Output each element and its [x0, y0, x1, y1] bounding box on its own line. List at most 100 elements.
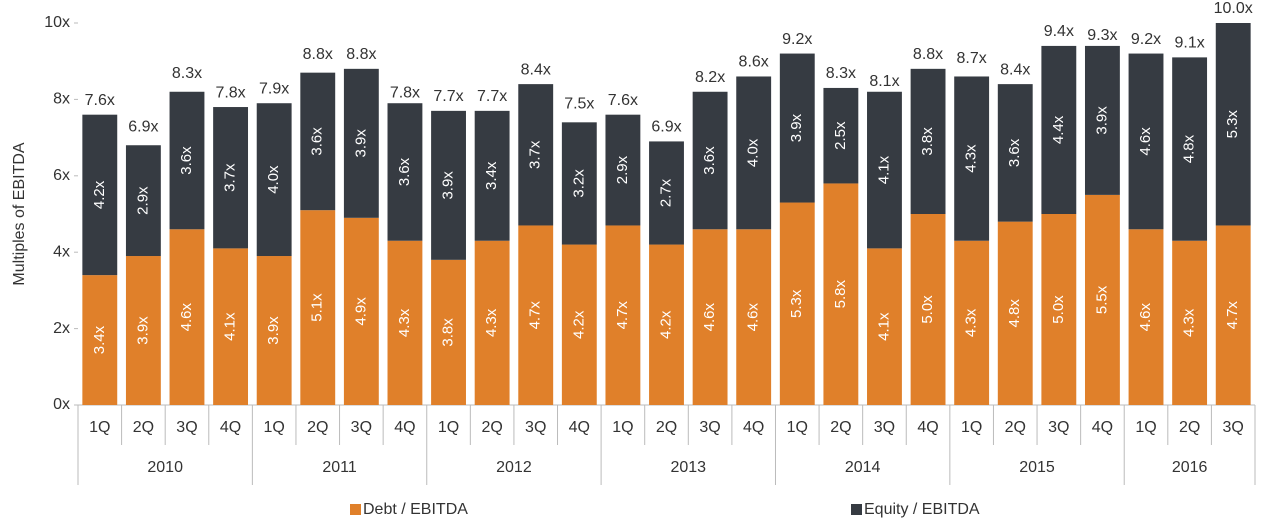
value-label: 4.2x: [91, 180, 108, 209]
total-label: 8.4x: [1000, 61, 1030, 78]
x-tick-label: 3Q: [699, 419, 720, 436]
total-label: 9.2x: [1131, 31, 1161, 48]
total-label: 10.0x: [1214, 0, 1253, 17]
x-tick-label: 3Q: [351, 419, 372, 436]
value-label: 3.8x: [919, 127, 936, 156]
bar-segment: [169, 229, 205, 405]
total-label: 8.7x: [957, 50, 987, 67]
bar-segment: [300, 72, 336, 211]
bar-segment: [605, 225, 641, 405]
value-label: 4.3x: [396, 308, 413, 337]
bar-segment: [954, 240, 990, 405]
value-label: 4.8x: [1181, 134, 1198, 163]
bar-segment: [910, 68, 946, 214]
value-label: 3.4x: [483, 161, 500, 190]
legend-swatch: [851, 504, 862, 515]
x-tick-label: 1Q: [787, 419, 808, 436]
x-tick-label: 3Q: [1048, 419, 1069, 436]
value-label: 4.6x: [1137, 127, 1154, 156]
y-tick-label: 4x: [53, 243, 70, 260]
bar-segment: [779, 202, 815, 405]
total-label: 8.8x: [303, 46, 333, 63]
total-label: 7.6x: [608, 92, 638, 109]
bar-segment: [649, 141, 684, 245]
bar-segment: [169, 91, 205, 230]
x-tick-label: 1Q: [89, 419, 110, 436]
x-tick-label: 4Q: [394, 419, 415, 436]
total-label: 9.4x: [1044, 23, 1074, 40]
bar-segment: [954, 76, 990, 241]
bar-segment: [649, 244, 684, 405]
value-label: 4.7x: [614, 301, 631, 330]
bar-segment: [1215, 225, 1251, 405]
bar-segment: [213, 248, 249, 405]
bar-segment: [1128, 53, 1164, 230]
x-tick-label: 2Q: [830, 419, 851, 436]
x-tick-label: 1Q: [438, 419, 459, 436]
bar-segment: [1084, 194, 1120, 405]
value-label: 4.8x: [1006, 299, 1023, 328]
x-tick-label: 1Q: [961, 419, 982, 436]
legend-label: Equity / EBITDA: [864, 501, 980, 518]
total-label: 8.2x: [695, 69, 725, 86]
bar-segment: [605, 114, 641, 226]
bar-segment: [823, 183, 859, 405]
value-label: 4.3x: [1181, 308, 1198, 337]
total-label: 7.8x: [215, 84, 245, 101]
value-label: 4.2x: [657, 310, 674, 339]
value-label: 5.0x: [1050, 295, 1067, 324]
x-tick-label: 4Q: [569, 419, 590, 436]
group-label: 2012: [496, 459, 532, 476]
x-tick-label: 1Q: [263, 419, 284, 436]
value-label: 3.8x: [440, 318, 457, 347]
total-label: 8.6x: [739, 54, 769, 71]
total-label: 8.8x: [346, 46, 376, 63]
total-label: 7.9x: [259, 80, 289, 97]
bar-segment: [1041, 214, 1077, 405]
bar-segment: [431, 110, 466, 260]
value-label: 5.8x: [832, 280, 849, 309]
x-tick-label: 2Q: [656, 419, 677, 436]
value-label: 3.4x: [91, 325, 108, 354]
y-tick-label: 10x: [44, 14, 70, 31]
bar-segment: [387, 103, 423, 241]
bar-segment: [692, 91, 728, 230]
value-label: 5.0x: [919, 295, 936, 324]
value-label: 4.0x: [265, 165, 282, 194]
x-tick-label: 4Q: [1092, 419, 1113, 436]
bar-segment: [474, 110, 510, 241]
value-label: 4.7x: [527, 301, 544, 330]
bar-segment: [561, 122, 597, 245]
bar-segment: [561, 244, 597, 405]
value-label: 3.7x: [222, 163, 239, 192]
total-label: 8.4x: [521, 61, 551, 78]
x-tick-label: 4Q: [220, 419, 241, 436]
value-label: 2.5x: [832, 121, 849, 150]
total-label: 7.7x: [433, 88, 463, 105]
value-label: 4.3x: [963, 144, 980, 173]
total-label: 7.8x: [390, 84, 420, 101]
value-label: 3.9x: [440, 171, 457, 200]
bar-segment: [997, 84, 1033, 222]
bar-segment: [518, 84, 554, 226]
total-label: 6.9x: [128, 119, 158, 136]
y-tick-label: 8x: [53, 91, 70, 108]
x-tick-label: 3Q: [176, 419, 197, 436]
bar-segment: [1128, 229, 1164, 405]
bar-segment: [125, 256, 161, 405]
bar-segment: [256, 256, 292, 405]
bar-segment: [387, 240, 423, 405]
value-label: 3.6x: [396, 157, 413, 186]
value-label: 4.1x: [875, 155, 892, 184]
x-tick-label: 3Q: [874, 419, 895, 436]
value-label: 3.9x: [352, 129, 369, 158]
y-axis-label: Multiples of EBITDA: [11, 142, 28, 285]
bar-segment: [213, 107, 249, 249]
bar-segment: [1172, 57, 1208, 241]
bar-segment: [256, 103, 292, 257]
value-label: 3.9x: [134, 316, 151, 345]
bar-segment: [300, 210, 336, 405]
value-label: 4.2x: [570, 310, 587, 339]
x-tick-label: 2Q: [1005, 419, 1026, 436]
